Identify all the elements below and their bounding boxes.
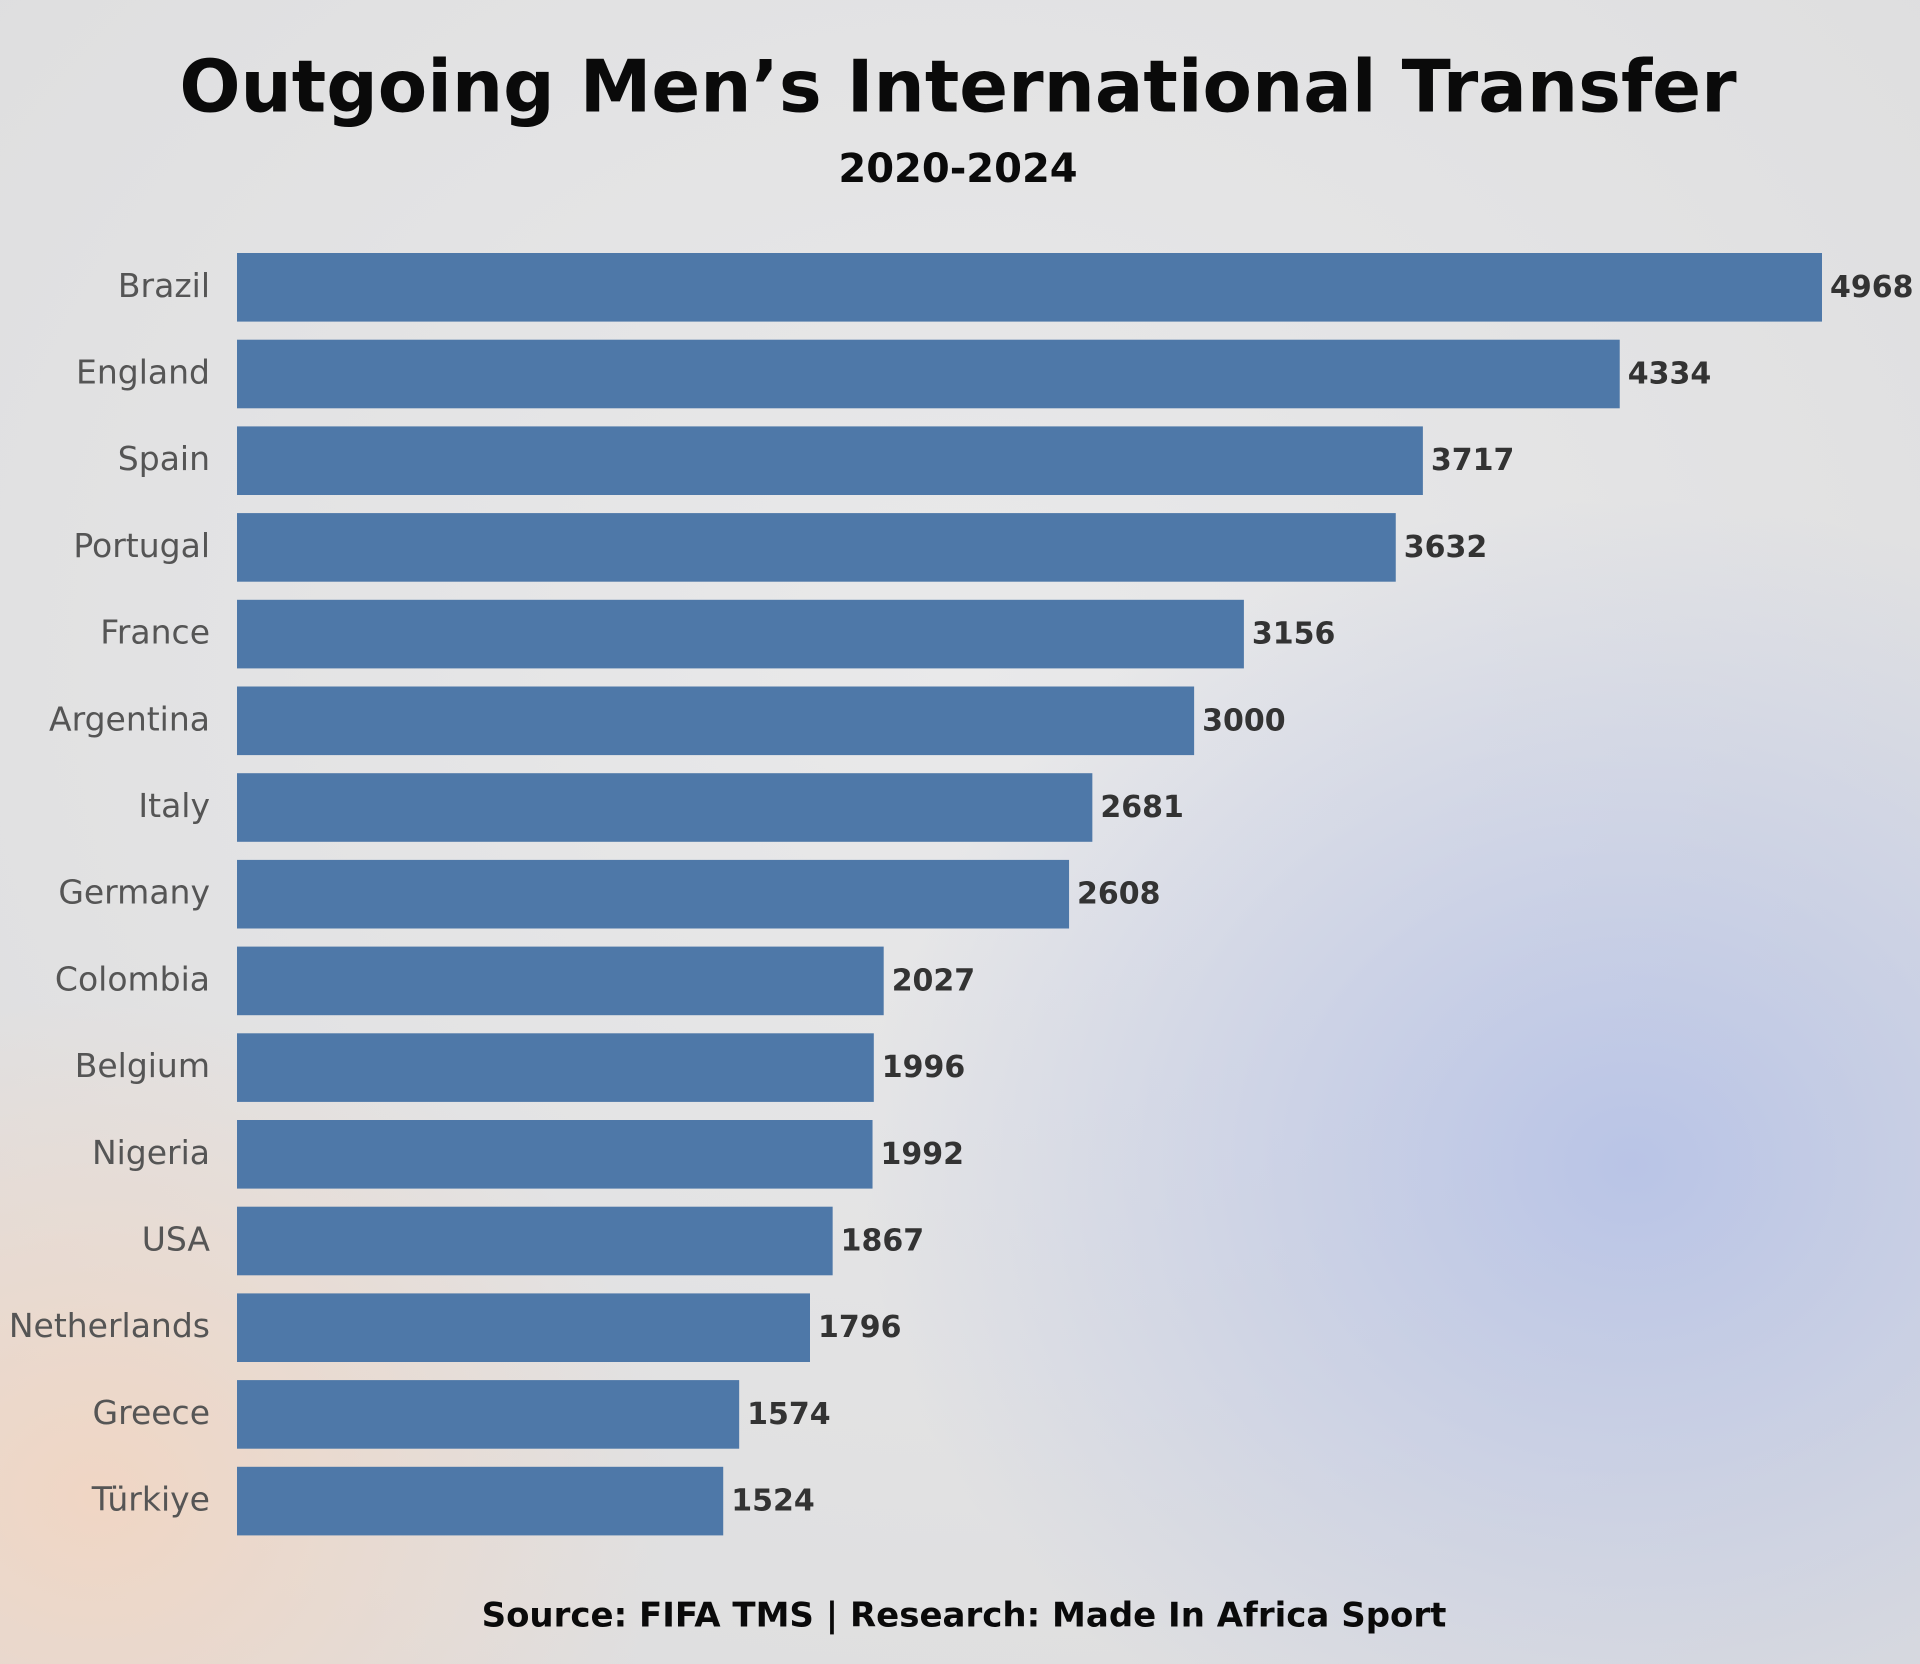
category-label: Italy bbox=[138, 786, 210, 825]
chart-subtitle: 2020-2024 bbox=[838, 146, 1077, 192]
category-label: Spain bbox=[118, 439, 210, 478]
category-label: Nigeria bbox=[92, 1133, 210, 1172]
value-label: 3000 bbox=[1202, 703, 1286, 738]
value-label: 3156 bbox=[1252, 617, 1336, 652]
value-label: 4334 bbox=[1628, 357, 1712, 392]
category-label: USA bbox=[142, 1220, 211, 1259]
bar bbox=[237, 1120, 873, 1189]
category-label: Argentina bbox=[49, 699, 210, 738]
value-label: 1867 bbox=[841, 1224, 925, 1259]
category-label: Türkiye bbox=[91, 1480, 210, 1519]
bar bbox=[237, 1466, 724, 1536]
value-label: 3717 bbox=[1431, 443, 1515, 478]
value-label: 1574 bbox=[747, 1397, 831, 1432]
bar bbox=[237, 1206, 833, 1276]
value-label: 3632 bbox=[1404, 530, 1488, 565]
value-label: 2608 bbox=[1077, 877, 1161, 912]
category-label: Greece bbox=[93, 1393, 210, 1432]
bar bbox=[237, 1380, 740, 1449]
bar bbox=[237, 773, 1093, 842]
source-note: Source: FIFA TMS | Research: Made In Afr… bbox=[482, 1596, 1447, 1636]
category-label: Netherlands bbox=[9, 1306, 210, 1345]
value-label: 1796 bbox=[818, 1310, 902, 1345]
value-label: 1992 bbox=[881, 1137, 965, 1172]
category-label: France bbox=[100, 613, 210, 652]
bar bbox=[237, 599, 1244, 669]
bar bbox=[237, 946, 884, 1016]
bar bbox=[237, 253, 1822, 322]
value-label: 4968 bbox=[1830, 270, 1914, 305]
chart-title: Outgoing Men’s International Transfer bbox=[179, 45, 1737, 129]
category-label: Brazil bbox=[118, 266, 210, 305]
category-label: Germany bbox=[58, 873, 210, 912]
bar bbox=[237, 513, 1396, 582]
value-label: 1996 bbox=[882, 1050, 966, 1085]
category-label: Portugal bbox=[73, 526, 210, 565]
bar bbox=[237, 426, 1423, 495]
value-label: 2027 bbox=[892, 963, 976, 998]
category-label: England bbox=[76, 353, 210, 392]
value-label: 2681 bbox=[1100, 790, 1184, 825]
bar bbox=[237, 1033, 874, 1102]
bar bbox=[237, 859, 1070, 929]
category-label: Colombia bbox=[55, 959, 210, 998]
bar bbox=[237, 686, 1195, 756]
bar bbox=[237, 1293, 810, 1362]
value-label: 1524 bbox=[731, 1484, 815, 1519]
bar bbox=[237, 339, 1620, 409]
category-label: Belgium bbox=[75, 1046, 210, 1085]
